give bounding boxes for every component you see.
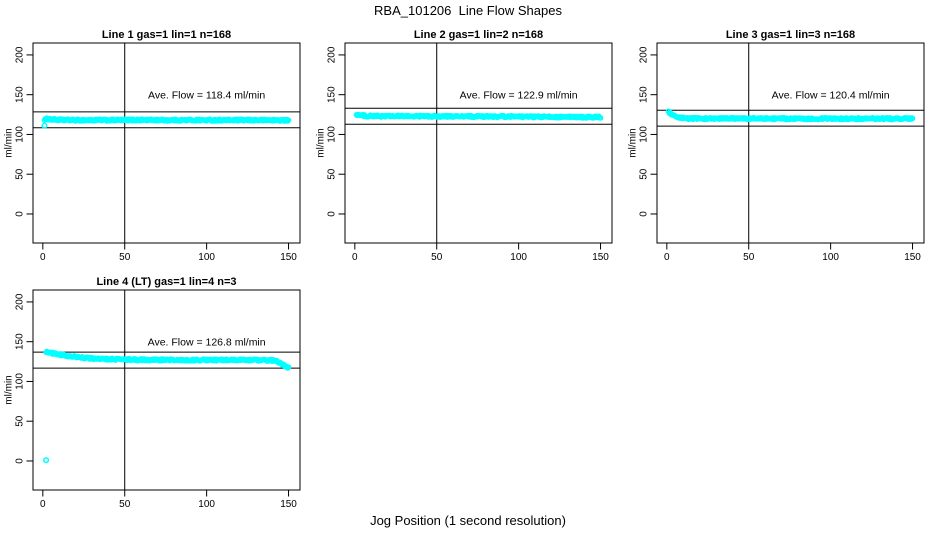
line-flow-chart-4: Line 4 (LT) gas=1 lin=4 n=3 0 50 100 150 200 0…	[4, 276, 301, 510]
panel-title: Line 4 (LT) gas=1 lin=4 n=3	[96, 276, 236, 288]
ave-flow-label: Ave. Flow = 122.9 ml/min	[460, 89, 578, 101]
y-axis-unit-label: ml/min	[316, 128, 327, 157]
ave-flow-label: Ave. Flow = 120.4 ml/min	[772, 89, 890, 101]
line-flow-chart-1: Line 1 gas=1 lin=1 n=168 0 50 100 150 200 0 50 1…	[4, 29, 301, 263]
x-tick-label: 150	[280, 499, 297, 510]
y-tick-label: 150	[15, 86, 26, 103]
panel-line-4: Line 4 (LT) gas=1 lin=4 n=3 0 50 100 150 200 0…	[0, 269, 312, 515]
y-tick-label: 150	[15, 333, 26, 350]
x-tick-label: 50	[119, 499, 131, 510]
y-axis-unit-label: ml/min	[4, 128, 15, 157]
y-tick-label: 50	[639, 168, 650, 180]
x-axis-figure-label: Jog Position (1 second resolution)	[370, 513, 566, 528]
panel-line-3: Line 3 gas=1 lin=3 n=168 0 50 100 150 200 0 50 1…	[624, 22, 936, 268]
flow-data-points	[665, 108, 916, 123]
y-tick-label: 200	[327, 46, 338, 63]
y-tick-label: 0	[327, 211, 338, 217]
y-tick-label: 0	[639, 211, 650, 217]
panel-line-2: Line 2 gas=1 lin=2 n=168 0 50 100 150 200 0 50 1…	[312, 22, 624, 268]
y-tick-label: 100	[15, 373, 26, 390]
x-tick-label: 50	[431, 252, 443, 263]
y-tick-label: 50	[15, 168, 26, 180]
flow-data-points	[41, 115, 292, 129]
x-tick-label: 50	[743, 252, 755, 263]
x-tick-label: 150	[592, 252, 609, 263]
y-tick-label: 50	[15, 415, 26, 427]
line-flow-chart-3: Line 3 gas=1 lin=3 n=168 0 50 100 150 200 0 50 1…	[628, 29, 925, 263]
x-tick-label: 50	[119, 252, 131, 263]
y-tick-label: 0	[15, 458, 26, 464]
x-tick-label: 100	[198, 252, 215, 263]
y-tick-label: 50	[327, 168, 338, 180]
outlier-point	[41, 122, 48, 129]
y-axis-unit-label: ml/min	[628, 128, 639, 157]
y-tick-label: 100	[639, 126, 650, 143]
x-tick-label: 150	[904, 252, 921, 263]
figure-title: RBA_101206 Line Flow Shapes	[374, 3, 562, 18]
y-axis-unit-label: ml/min	[4, 375, 15, 404]
x-tick-label: 100	[822, 252, 839, 263]
line-flow-chart-2: Line 2 gas=1 lin=2 n=168 0 50 100 150 200 0 50 1…	[316, 29, 613, 263]
panel-title: Line 1 gas=1 lin=1 n=168	[102, 29, 231, 41]
panel-title: Line 2 gas=1 lin=2 n=168	[414, 29, 543, 41]
plot-box	[32, 42, 301, 244]
y-tick-label: 200	[15, 293, 26, 310]
y-tick-label: 100	[15, 126, 26, 143]
y-tick-label: 200	[15, 46, 26, 63]
x-tick-label: 0	[352, 252, 358, 263]
y-tick-label: 100	[327, 126, 338, 143]
x-tick-label: 100	[198, 499, 215, 510]
flow-data-points	[353, 111, 604, 121]
x-tick-label: 150	[280, 252, 297, 263]
ave-flow-label: Ave. Flow = 118.4 ml/min	[148, 89, 265, 101]
y-tick-label: 200	[639, 46, 650, 63]
outlier-point	[43, 457, 50, 464]
x-tick-label: 0	[40, 252, 46, 263]
x-tick-label: 0	[664, 252, 670, 263]
panel-line-1: Line 1 gas=1 lin=1 n=168 0 50 100 150 200 0 50 1…	[0, 22, 312, 268]
y-tick-label: 150	[639, 86, 650, 103]
panel-title: Line 3 gas=1 lin=3 n=168	[726, 29, 855, 41]
plot-box	[32, 289, 301, 491]
x-tick-label: 100	[510, 252, 527, 263]
plot-box	[344, 42, 613, 244]
flow-data-points	[43, 348, 292, 464]
x-tick-label: 0	[40, 499, 46, 510]
y-tick-label: 150	[327, 86, 338, 103]
plot-box	[656, 42, 925, 244]
ave-flow-label: Ave. Flow = 126.8 ml/min	[148, 336, 266, 348]
y-tick-label: 0	[15, 211, 26, 217]
